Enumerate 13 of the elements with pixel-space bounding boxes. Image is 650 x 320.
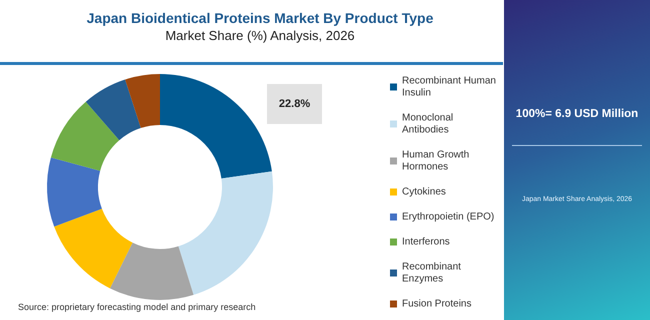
- legend-label: Erythropoietin (EPO): [402, 212, 494, 222]
- legend-label: Interferons: [402, 236, 450, 248]
- legend-label: Recombinant Human Insulin: [402, 76, 499, 98]
- legend-label: Recombinant Enzymes: [402, 262, 464, 284]
- data-label: 22.8%: [278, 98, 310, 110]
- chart-subtitle: Market Share (%) Analysis, 2026: [165, 28, 355, 43]
- legend-label: Human Growth Hormones: [402, 150, 472, 172]
- legend-label: Monoclonal Antibodies: [402, 112, 456, 136]
- legend-label: Fusion Proteins: [402, 298, 472, 310]
- legend-label: Cytokines: [402, 186, 446, 198]
- chart-title: Japan Bioidentical Proteins Market By Product Type: [86, 10, 434, 26]
- source-note: Source: proprietary forecasting model and primary research: [18, 302, 256, 312]
- text: 100%= 6.9 USD Million: [514, 108, 640, 120]
